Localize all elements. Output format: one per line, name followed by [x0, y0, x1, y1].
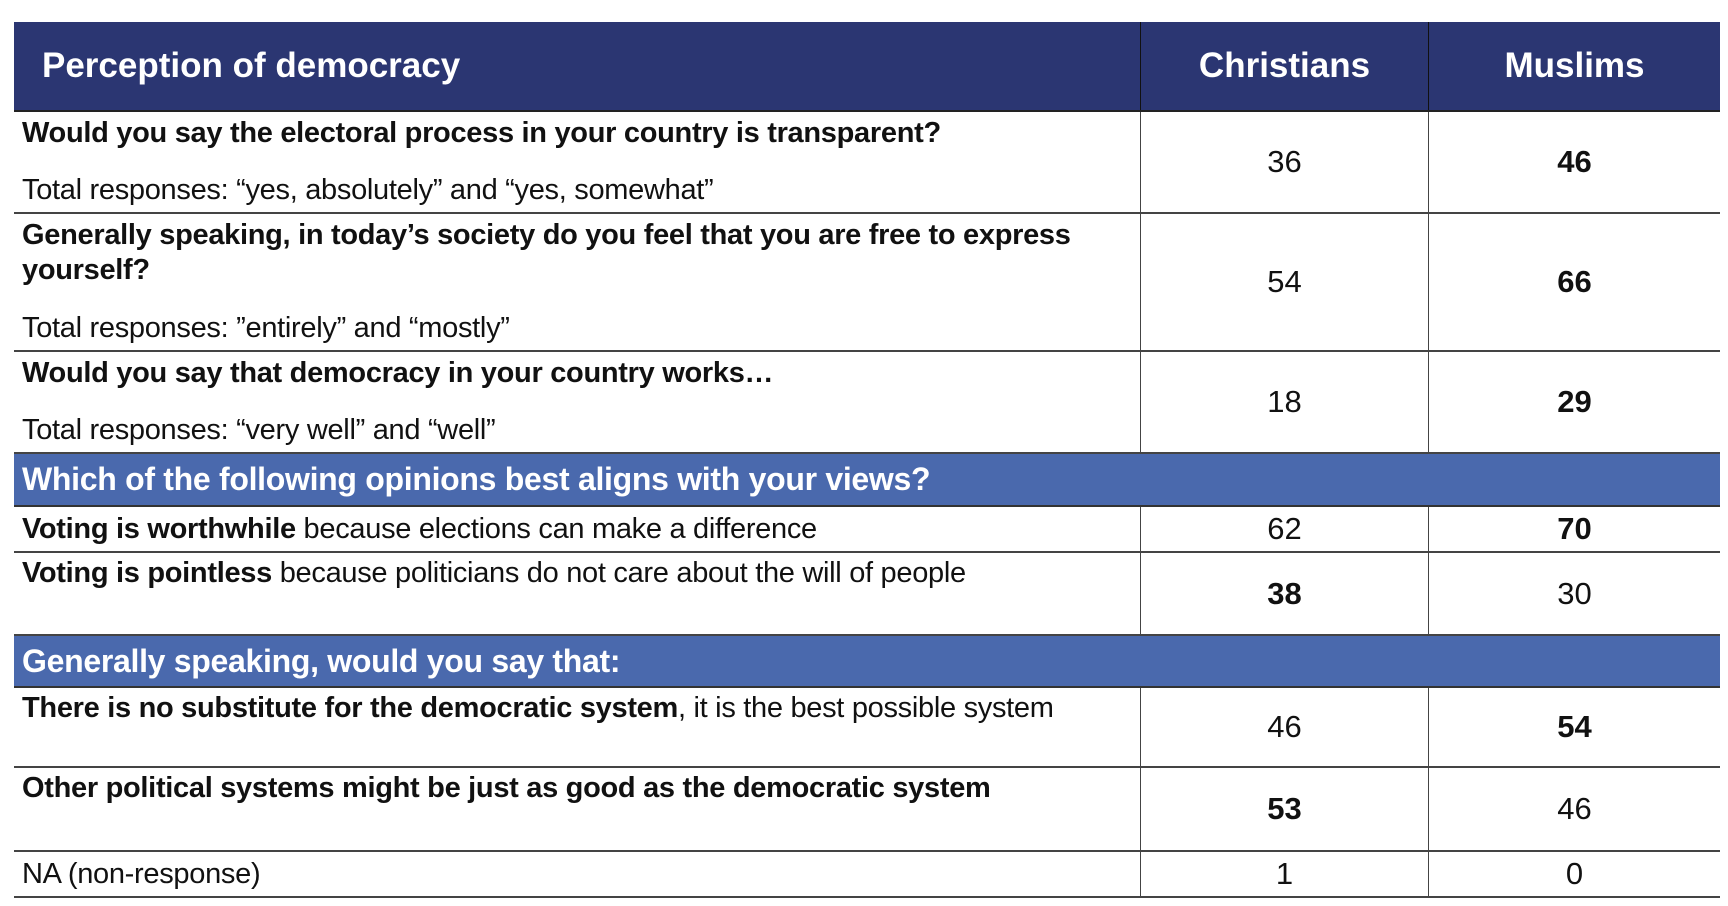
christians-value: 46	[1141, 688, 1429, 766]
table-row: Voting is pointless because politicians …	[14, 553, 1720, 636]
answer-text: , it is the best possible system	[678, 692, 1054, 724]
header-muslims: Muslims	[1504, 46, 1645, 85]
header-christians: Christians	[1141, 22, 1429, 110]
table-row: Voting is worthwhile because elections c…	[14, 507, 1720, 553]
muslims-value: 46	[1557, 791, 1592, 826]
table-row: There is no substitute for the democrati…	[14, 688, 1720, 768]
section-heading: Generally speaking, would you say that:	[14, 636, 1720, 688]
question: Generally speaking, in today’s society d…	[22, 219, 1071, 286]
christians-value: 53	[1141, 768, 1429, 850]
table-row: NA (non-response) 1 0	[14, 852, 1720, 898]
answer-bold: Other political systems might be just as…	[22, 772, 991, 804]
muslims-value: 0	[1565, 856, 1584, 891]
muslims-value: 46	[1557, 144, 1592, 179]
christians-value: 62	[1141, 507, 1429, 551]
muslims-value: 29	[1557, 384, 1592, 419]
note: Total responses: “very well” and “well”	[22, 414, 496, 446]
christians-value: 18	[1141, 352, 1429, 452]
christians-value: 1	[1141, 852, 1429, 896]
question: Would you say that democracy in your cou…	[22, 357, 774, 389]
muslims-value: 66	[1557, 264, 1592, 299]
question: Would you say the electoral process in y…	[22, 117, 941, 149]
answer-text: NA (non-response)	[22, 857, 261, 890]
section-heading: Which of the following opinions best ali…	[14, 454, 1720, 507]
table-row: Generally speaking, in today’s society d…	[14, 214, 1720, 352]
answer-bold: There is no substitute for the democrati…	[22, 692, 678, 724]
table-row: Other political systems might be just as…	[14, 768, 1720, 852]
table-header: Perception of democracy Christians Musli…	[14, 22, 1720, 112]
democracy-perception-table: Perception of democracy Christians Musli…	[14, 22, 1720, 898]
table-row: Would you say the electoral process in y…	[14, 112, 1720, 214]
note: Total responses: ”entirely” and “mostly”	[22, 312, 510, 344]
muslims-value: 30	[1557, 575, 1592, 611]
answer-bold: Voting is worthwhile	[22, 512, 296, 545]
muslims-value: 54	[1557, 709, 1592, 744]
answer-text: because politicians do not care about th…	[271, 557, 966, 589]
christians-value: 54	[1141, 214, 1429, 350]
christians-value: 38	[1141, 553, 1429, 634]
answer-text: because elections can make a difference	[295, 512, 818, 545]
muslims-value: 70	[1557, 511, 1592, 546]
answer-bold: Voting is pointless	[22, 557, 272, 589]
christians-value: 36	[1141, 112, 1429, 212]
table-row: Would you say that democracy in your cou…	[14, 352, 1720, 454]
note: Total responses: “yes, absolutely” and “…	[22, 174, 714, 206]
header-title: Perception of democracy	[14, 22, 1141, 110]
